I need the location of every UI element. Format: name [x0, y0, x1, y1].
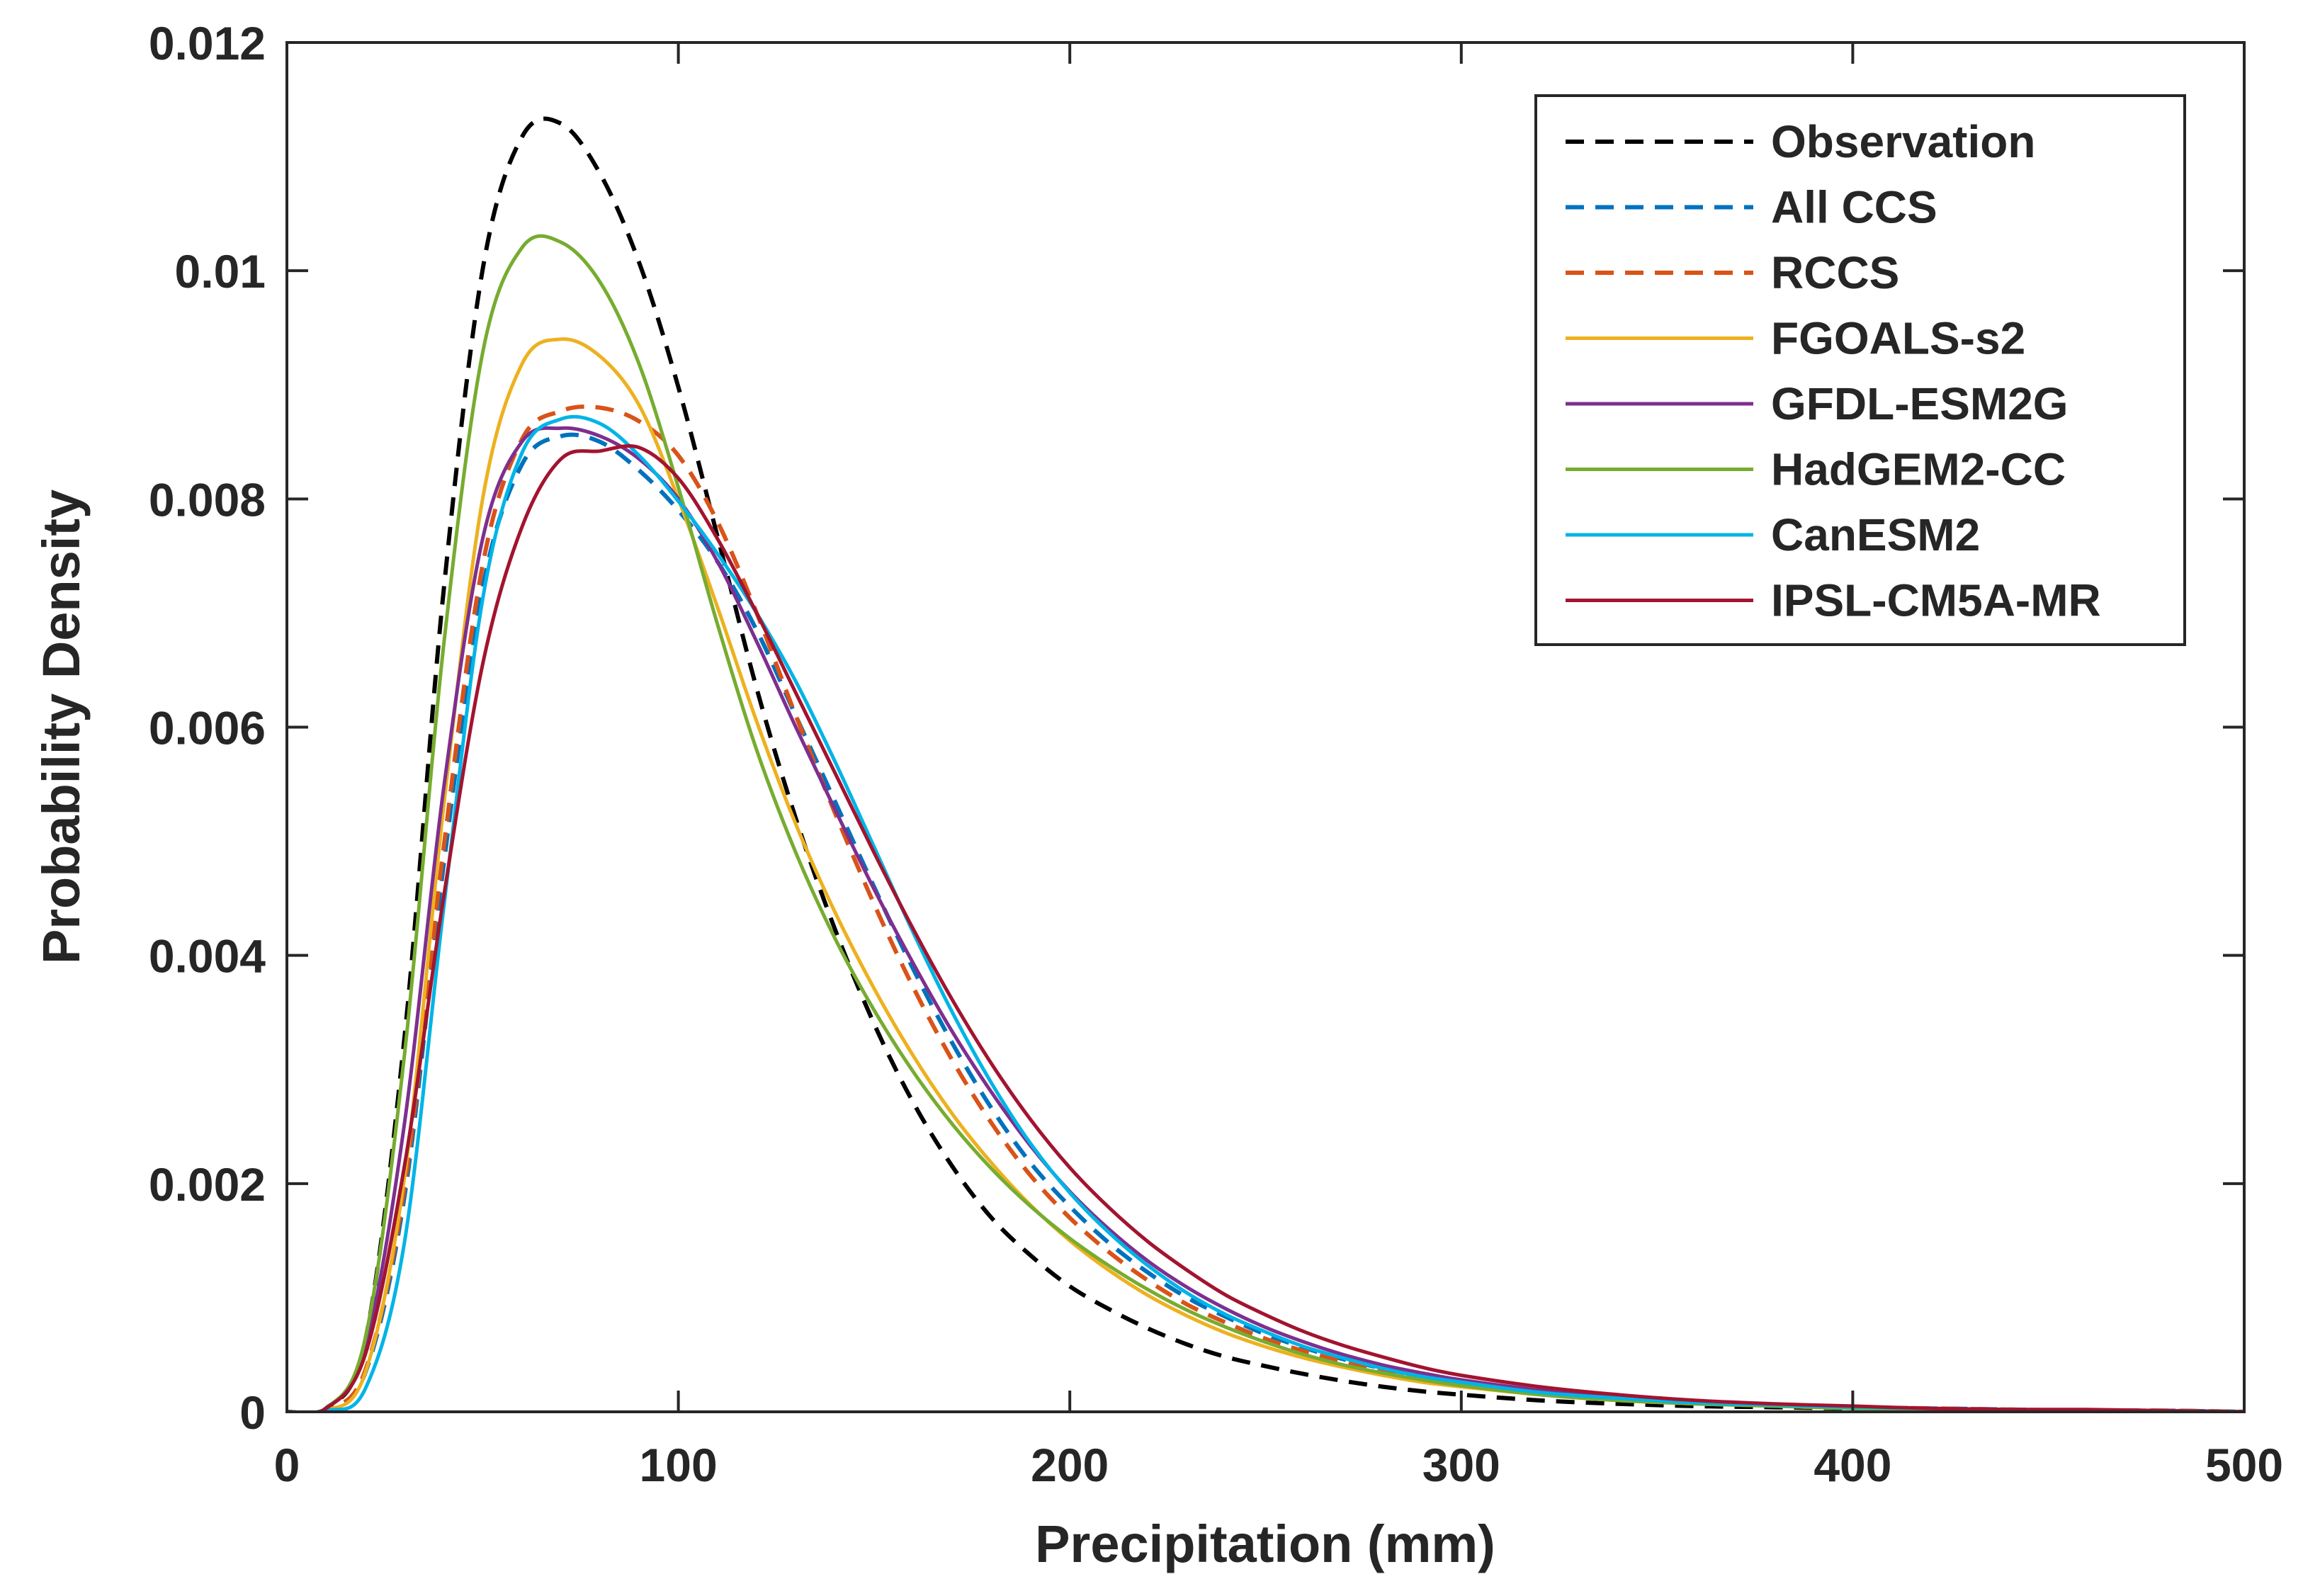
series-layer — [287, 116, 2244, 1412]
x-tick-label: 400 — [1813, 1439, 1891, 1491]
legend: Observation All CCS RCCS FGOALS-s2 GFDL-ESM2… — [1534, 94, 2186, 646]
y-tick-label: 0.008 — [149, 473, 266, 526]
legend-entry-rccs: RCCS — [1566, 247, 1899, 298]
legend-entry-ipsl-cm5a-mr: IPSL-CM5A-MR — [1566, 575, 2101, 626]
y-tick-label: 0.01 — [175, 245, 266, 298]
legend-label: All CCS — [1771, 182, 1937, 233]
legend-label: GFDL-ESM2G — [1771, 378, 2069, 429]
y-tick-label: 0.006 — [149, 702, 266, 754]
legend-label: IPSL-CM5A-MR — [1771, 575, 2101, 626]
y-tick-label: 0.002 — [149, 1158, 266, 1211]
legend-entry-hadgem2-cc: HadGEM2-CC — [1566, 444, 2066, 495]
y-axis-title: Probability Density — [32, 489, 91, 964]
x-tick-label: 500 — [2205, 1439, 2283, 1491]
legend-label: FGOALS-s2 — [1771, 313, 2025, 364]
x-axis-title: Precipitation (mm) — [1035, 1515, 1495, 1573]
legend-label: CanESM2 — [1771, 509, 1980, 560]
legend-label: RCCS — [1771, 247, 1899, 298]
x-tick-label: 100 — [640, 1439, 718, 1491]
legend-entry-fgoals-s2: FGOALS-s2 — [1566, 313, 2025, 364]
x-tick-label: 0 — [274, 1439, 300, 1491]
y-tick-label: 0.012 — [149, 17, 266, 69]
series-line-canesm2 — [287, 414, 2244, 1412]
legend-entry-observation: Observation — [1566, 116, 2035, 167]
y-tick-label: 0.004 — [149, 930, 266, 983]
legend-label: HadGEM2-CC — [1771, 444, 2066, 495]
y-tick-label: 0 — [239, 1386, 266, 1439]
ticks-layer — [285, 41, 2246, 1413]
series-line-ipsl-cm5a-mr — [287, 443, 2244, 1412]
series-line-observation — [287, 116, 2244, 1412]
legend-box — [1534, 94, 2186, 646]
legend-entry-canesm2: CanESM2 — [1566, 509, 1980, 560]
legend-label: Observation — [1771, 116, 2035, 167]
legend-entry-gfdl-esm2g: GFDL-ESM2G — [1566, 378, 2069, 429]
series-line-rccs — [287, 404, 2244, 1412]
x-tick-label: 300 — [1422, 1439, 1500, 1491]
legend-entry-all-ccs: All CCS — [1566, 182, 1937, 233]
x-tick-label: 200 — [1031, 1439, 1109, 1491]
tick-labels-layer: 0 100 200 300 400 500 0 0.002 0.004 0.006 0.008 0.0… — [149, 17, 2283, 1491]
